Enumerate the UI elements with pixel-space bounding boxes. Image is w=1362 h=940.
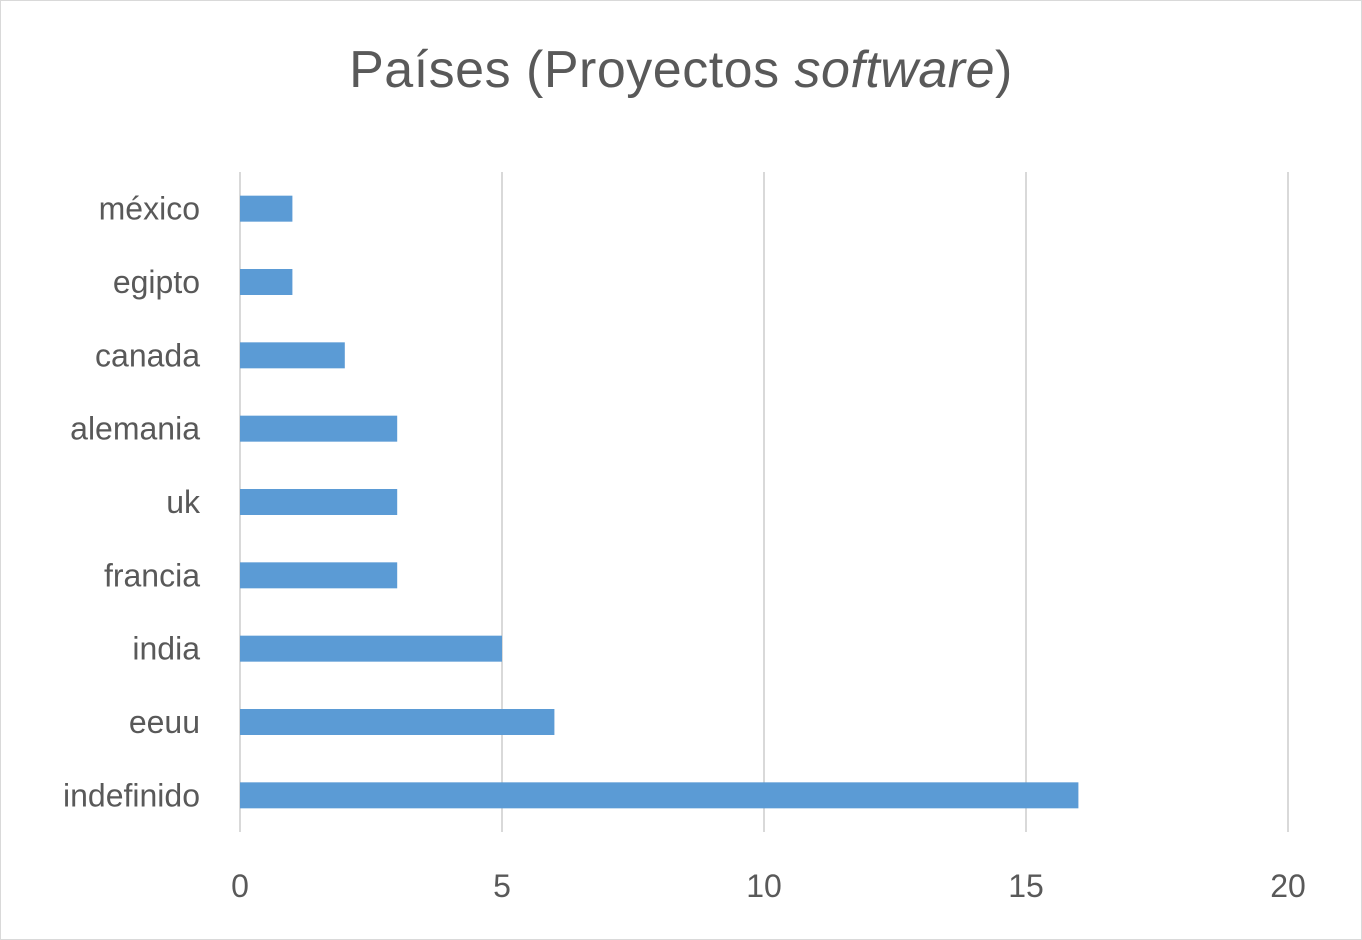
y-tick-label-egipto: egipto <box>113 264 200 300</box>
x-tick-label-15: 15 <box>1008 868 1044 904</box>
bar-uk <box>240 489 398 515</box>
bar-alemania <box>240 415 398 442</box>
y-tick-label-uk: uk <box>166 484 201 520</box>
bar-india <box>240 635 502 662</box>
bar-egipto <box>240 269 293 295</box>
x-tick-label-0: 0 <box>231 868 249 904</box>
bar-francia <box>240 562 398 589</box>
chart-title-suffix: ) <box>995 41 1013 99</box>
y-tick-label-alemania: alemania <box>70 411 200 447</box>
y-tick-label-indefinido: indefinido <box>63 777 200 813</box>
chart-title-prefix: Países (Proyectos <box>349 41 795 99</box>
bar-méxico <box>240 195 293 222</box>
y-tick-label-méxico: méxico <box>99 191 200 227</box>
y-tick-label-francia: francia <box>104 557 200 593</box>
bars <box>240 195 1079 809</box>
x-tick-label-5: 5 <box>493 868 511 904</box>
y-tick-label-eeuu: eeuu <box>129 704 200 740</box>
bar-indefinido <box>240 782 1079 809</box>
value-axis-labels: 0 5 10 15 20 <box>231 868 1306 904</box>
x-tick-label-20: 20 <box>1270 868 1306 904</box>
x-tick-label-10: 10 <box>746 868 782 904</box>
category-axis-labels: méxico egipto canada alemania uk francia india… <box>63 191 201 814</box>
y-tick-label-canada: canada <box>95 337 200 373</box>
y-tick-label-india: india <box>132 631 200 667</box>
bar-canada <box>240 342 345 369</box>
chart-title-italic: software <box>794 41 996 99</box>
chart-title: Países (Proyectos software) <box>0 40 1362 100</box>
bar-eeuu <box>240 709 555 735</box>
